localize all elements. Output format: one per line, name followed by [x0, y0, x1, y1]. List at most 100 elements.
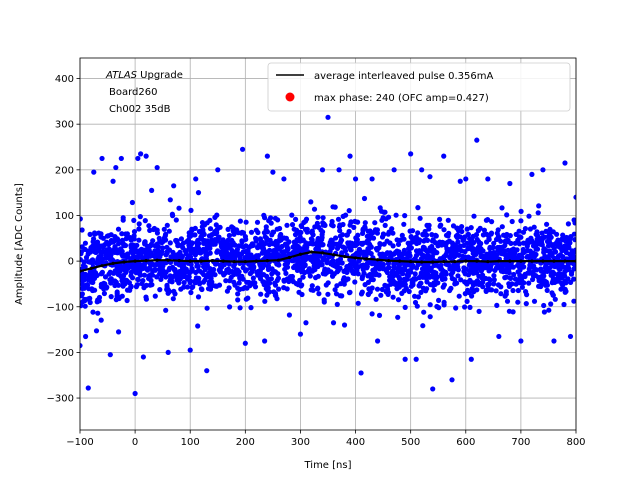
sample-point [104, 233, 110, 239]
sample-point [281, 235, 287, 241]
x-tick-label: 800 [566, 437, 585, 448]
sample-point [166, 267, 172, 273]
sample-point [165, 287, 171, 293]
sample-point [341, 268, 347, 274]
sample-point [464, 281, 470, 287]
sample-point [455, 239, 461, 245]
average-pulse-point [243, 259, 247, 264]
sample-point [87, 299, 93, 306]
outlier-point [239, 146, 246, 152]
sample-point [164, 250, 170, 256]
sample-point [122, 268, 128, 274]
sample-point [124, 278, 130, 284]
sample-point [456, 293, 462, 299]
sample-point [131, 217, 137, 223]
outlier-point [264, 153, 270, 159]
y-tick-label: −100 [47, 302, 74, 313]
sample-point [486, 281, 492, 287]
average-pulse-point [89, 266, 93, 271]
average-pulse-point [276, 258, 280, 262]
sample-point [161, 226, 167, 232]
sample-point [80, 293, 84, 299]
sample-point [365, 291, 371, 297]
sample-point [244, 253, 251, 259]
sample-point [80, 227, 85, 233]
sample-point [294, 227, 300, 233]
sample-point [531, 263, 537, 269]
sample-point [376, 245, 382, 251]
outlier-point [358, 370, 364, 376]
sample-point [222, 270, 228, 276]
sample-point [500, 251, 506, 257]
sample-point [539, 230, 545, 236]
sample-point [390, 294, 396, 300]
average-pulse-point [519, 259, 523, 263]
sample-point [213, 222, 219, 228]
sample-point [480, 254, 486, 260]
sample-point [519, 284, 526, 290]
sample-point [82, 240, 88, 246]
outlier-point [430, 386, 436, 392]
sample-point [131, 233, 137, 239]
sample-point [266, 241, 272, 248]
sample-point [507, 233, 513, 239]
sample-point [558, 286, 564, 292]
sample-point [330, 204, 336, 210]
sample-point [177, 242, 183, 248]
sample-point [361, 250, 367, 256]
sample-point [384, 269, 390, 276]
outlier-point [303, 320, 309, 326]
outlier-point [140, 354, 146, 360]
sample-point [535, 210, 541, 216]
sample-point [116, 241, 122, 247]
average-pulse-point [409, 259, 413, 264]
x-tick-label: 200 [236, 437, 255, 448]
atlas-italic: ATLAS [105, 70, 138, 81]
sample-point [503, 233, 509, 239]
sample-point [454, 234, 460, 240]
sample-point [420, 323, 426, 329]
sample-point [178, 236, 184, 242]
outlier-point [408, 151, 414, 157]
sample-point [103, 255, 109, 261]
sample-point [276, 286, 282, 292]
sample-point [563, 250, 570, 256]
sample-point [568, 234, 574, 240]
sample-point [454, 261, 460, 267]
average-pulse-point [486, 259, 490, 264]
sample-point [445, 248, 451, 254]
sample-point [93, 328, 100, 334]
sample-point [262, 215, 268, 221]
sample-point [147, 260, 153, 266]
sample-point [224, 288, 230, 294]
sample-point [555, 253, 562, 259]
sample-point [187, 233, 193, 239]
sample-point [164, 222, 170, 228]
average-pulse-point [298, 252, 303, 256]
sample-point [235, 230, 241, 236]
sample-point [133, 270, 139, 276]
sample-point [493, 252, 500, 258]
sample-point [392, 265, 398, 271]
sample-point [563, 236, 570, 243]
sample-point [226, 261, 232, 267]
sample-point [550, 262, 556, 268]
y-tick-label: −200 [47, 348, 74, 359]
sample-point [315, 285, 321, 291]
sample-point [450, 250, 456, 257]
sample-point [504, 212, 510, 218]
sample-point [107, 277, 113, 283]
sample-point [486, 276, 492, 282]
sample-point [395, 241, 402, 247]
sample-point [101, 290, 107, 297]
outlier-point [413, 356, 419, 362]
sample-point [546, 234, 552, 240]
sample-point [183, 248, 189, 254]
sample-point [345, 276, 351, 282]
sample-point [144, 254, 150, 260]
sample-point [560, 247, 566, 253]
sample-point [268, 220, 274, 226]
average-pulse-point [398, 259, 402, 263]
sample-point [158, 276, 164, 282]
sample-point [80, 257, 83, 263]
